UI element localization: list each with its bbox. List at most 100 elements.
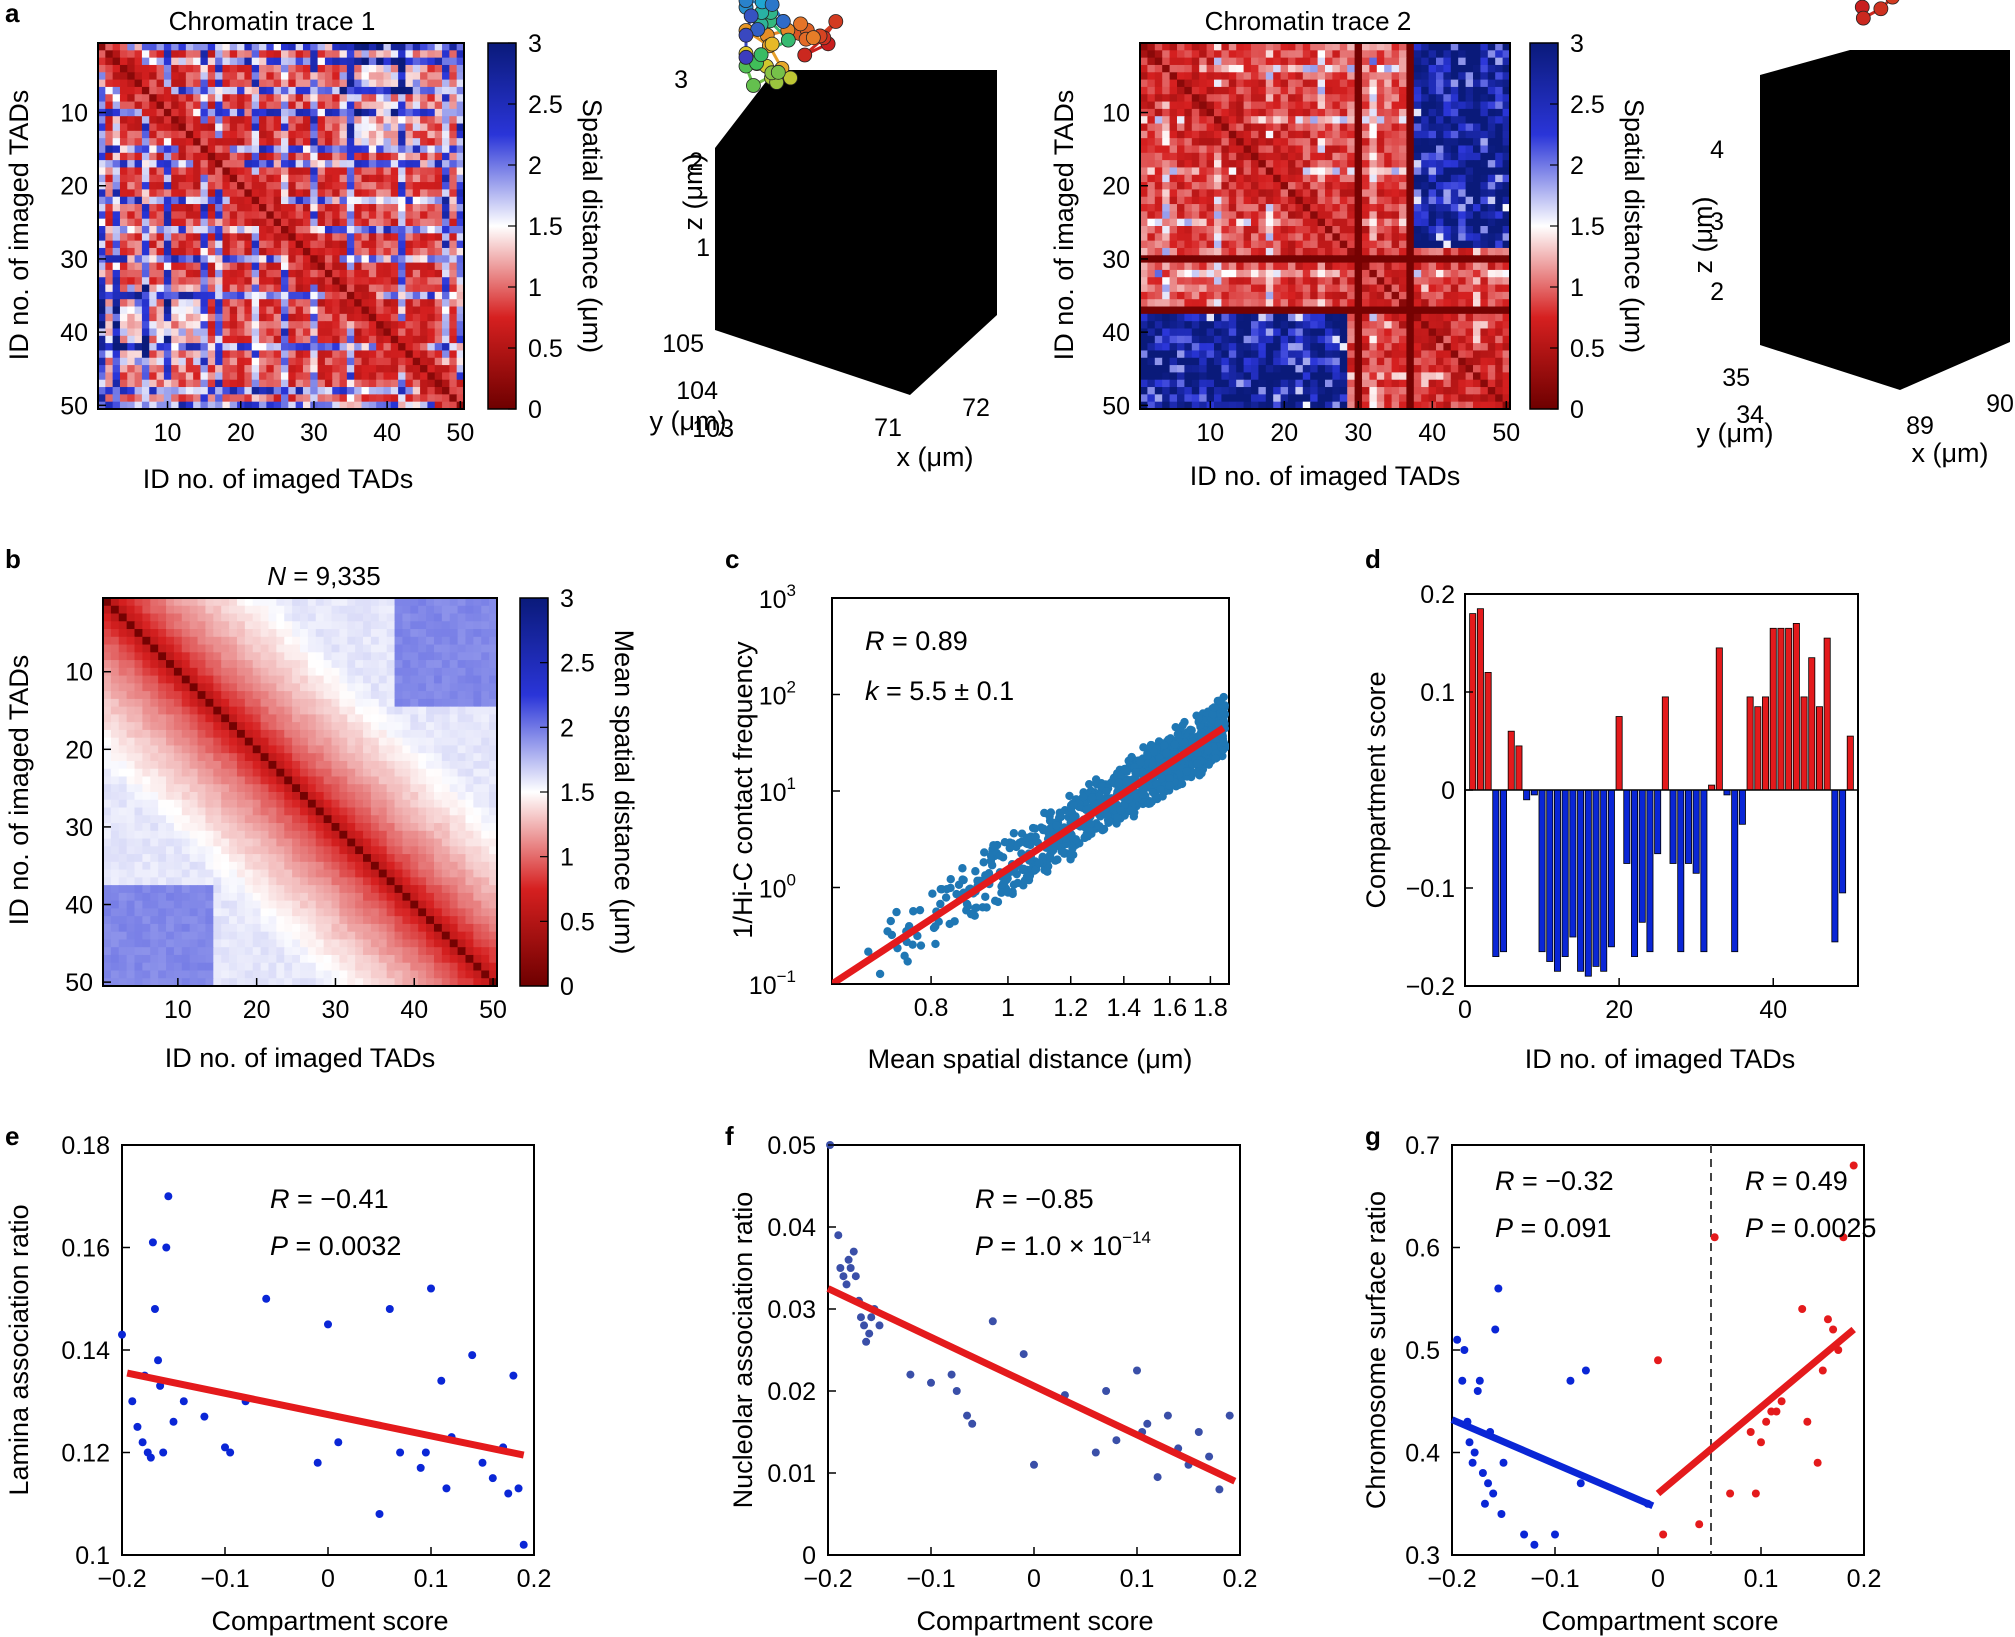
- heatmap-cell: [1332, 94, 1341, 103]
- heatmap-cell: [163, 218, 172, 227]
- heatmap-cell: [149, 160, 158, 169]
- heatmap-cell: [1154, 86, 1163, 95]
- heatmap-cell: [1354, 262, 1363, 271]
- heatmap-cell: [332, 357, 341, 366]
- heatmap-cell: [288, 255, 297, 264]
- heatmap-cell: [98, 247, 106, 256]
- heatmap-cell: [273, 240, 282, 249]
- heatmap-cell: [1458, 247, 1467, 256]
- heatmap-cell: [1480, 43, 1489, 51]
- heatmap-cell: [1258, 152, 1267, 161]
- heatmap-cell: [222, 247, 231, 256]
- heatmap-cell: [1243, 64, 1252, 73]
- heatmap-cell: [178, 196, 187, 205]
- heatmap-cell: [1228, 174, 1237, 183]
- heatmap-cell: [317, 284, 326, 293]
- heatmap-cell: [1384, 64, 1393, 73]
- heatmap-cell: [1384, 365, 1393, 373]
- heatmap-cell: [1273, 284, 1282, 293]
- heatmap-cell: [1391, 350, 1400, 359]
- heatmap-cell: [222, 138, 231, 147]
- heatmap-cell: [1177, 255, 1185, 264]
- heatmap-cell: [302, 306, 311, 315]
- heatmap-cell: [1280, 108, 1289, 117]
- heatmap-cell: [1399, 255, 1407, 264]
- heatmap-cell: [1354, 86, 1363, 95]
- heatmap-cell: [1406, 64, 1415, 73]
- heatmap-cell: [434, 72, 443, 81]
- heatmap-cell: [229, 160, 238, 169]
- heatmap-cell: [273, 357, 282, 366]
- 3d-x-axis-label: x (μm): [896, 442, 973, 472]
- heatmap-cell: [383, 130, 392, 139]
- heatmap-cell: [324, 372, 333, 381]
- heatmap-cell: [383, 72, 392, 81]
- heatmap-cell: [1391, 167, 1400, 176]
- heatmap-cell: [398, 284, 407, 293]
- heatmap-cell: [339, 343, 348, 352]
- heatmap-cell: [1147, 350, 1156, 359]
- heatmap-cell: [1317, 50, 1326, 59]
- heatmap-cell: [1154, 57, 1163, 66]
- heatmap-cell: [244, 335, 253, 344]
- heatmap-cell: [1221, 313, 1230, 322]
- heatmap-cell: [288, 57, 297, 66]
- heatmap-cell: [1391, 43, 1400, 51]
- heatmap-cell: [112, 284, 121, 293]
- heatmap-cell: [1384, 372, 1393, 381]
- heatmap-cell: [273, 255, 282, 264]
- heatmap-cell: [156, 247, 165, 256]
- heatmap-cell: [1206, 233, 1215, 242]
- heatmap-cell: [1236, 343, 1245, 352]
- heatmap-cell: [1421, 116, 1430, 125]
- heatmap-cell: [332, 379, 341, 388]
- heatmap-cell: [302, 365, 311, 373]
- heatmap-cell: [1236, 138, 1245, 147]
- heatmap-cell: [398, 108, 407, 117]
- heatmap-cell: [434, 138, 443, 147]
- heatmap-cell: [185, 138, 194, 147]
- heatmap-cell: [207, 211, 216, 220]
- heatmap-cell: [383, 394, 392, 403]
- heatmap-cell: [1473, 240, 1481, 249]
- heatmap-cell: [1369, 240, 1378, 249]
- heatmap-cell: [1251, 328, 1259, 337]
- heatmap-cell: [281, 57, 289, 66]
- heatmap-cell: [434, 123, 443, 132]
- heatmap-cell: [1413, 350, 1422, 359]
- heatmap-cell: [105, 233, 114, 242]
- heatmap-cell: [1177, 160, 1185, 169]
- heatmap-cell: [237, 379, 245, 388]
- heatmap-cell: [420, 226, 428, 234]
- heatmap-cell: [200, 365, 209, 373]
- heatmap-cell: [302, 94, 311, 103]
- heatmap-cell: [1480, 160, 1489, 169]
- heatmap-cell: [1436, 335, 1444, 344]
- 3d-z-axis-label: z (μm): [678, 153, 708, 230]
- heatmap-cell: [251, 226, 260, 234]
- heatmap-cell: [1480, 130, 1489, 139]
- heatmap-cell: [1184, 86, 1193, 95]
- heatmap-cell: [112, 196, 121, 205]
- heatmap-cell: [398, 196, 407, 205]
- heatmap-cell: [1302, 262, 1311, 271]
- heatmap-cell: [1465, 94, 1474, 103]
- heatmap-cell: [354, 313, 363, 322]
- heatmap-cell: [368, 79, 377, 88]
- heatmap-cell: [193, 233, 202, 242]
- heatmap-cell: [1154, 101, 1163, 110]
- heatmap-cell: [193, 277, 202, 286]
- heatmap-cell: [324, 321, 333, 330]
- heatmap-cell: [156, 379, 165, 388]
- heatmap-cell: [1369, 255, 1378, 264]
- heatmap-cell: [1265, 372, 1274, 381]
- heatmap-cell: [1495, 182, 1504, 190]
- heatmap-cell: [1154, 130, 1163, 139]
- heatmap-cell: [1169, 101, 1178, 110]
- heatmap-cell: [1184, 247, 1193, 256]
- heatmap-cell: [1162, 365, 1171, 373]
- heatmap-cell: [1214, 218, 1222, 227]
- heatmap-cell: [288, 291, 297, 300]
- heatmap-cell: [339, 299, 348, 308]
- trace-bead: [797, 47, 813, 63]
